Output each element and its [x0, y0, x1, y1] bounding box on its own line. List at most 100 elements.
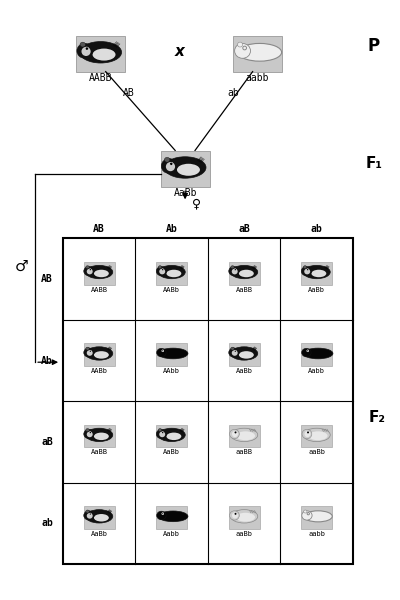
Ellipse shape — [231, 266, 234, 269]
Circle shape — [234, 513, 236, 515]
Bar — [301, 343, 332, 366]
Ellipse shape — [94, 514, 109, 521]
Ellipse shape — [158, 428, 162, 431]
Ellipse shape — [302, 430, 312, 439]
Ellipse shape — [232, 350, 238, 356]
Ellipse shape — [158, 265, 185, 279]
Ellipse shape — [84, 511, 94, 520]
Ellipse shape — [312, 270, 326, 277]
Circle shape — [89, 431, 91, 434]
Ellipse shape — [159, 269, 165, 274]
Ellipse shape — [236, 513, 255, 521]
Text: aaBB: aaBB — [236, 449, 253, 455]
Ellipse shape — [239, 270, 254, 277]
Text: AAbb: AAbb — [163, 368, 180, 374]
Ellipse shape — [158, 348, 188, 359]
Text: ab: ab — [227, 88, 239, 98]
Ellipse shape — [230, 430, 239, 439]
Ellipse shape — [238, 43, 282, 61]
Ellipse shape — [86, 347, 113, 360]
Text: AaBb: AaBb — [308, 287, 325, 293]
Bar — [229, 343, 260, 366]
Text: aaBb: aaBb — [308, 449, 325, 455]
Circle shape — [170, 162, 173, 166]
Ellipse shape — [304, 511, 332, 522]
Bar — [233, 36, 282, 71]
Ellipse shape — [308, 431, 328, 440]
Ellipse shape — [230, 511, 239, 520]
Circle shape — [162, 350, 163, 351]
Ellipse shape — [304, 510, 307, 513]
Ellipse shape — [304, 269, 310, 274]
Circle shape — [307, 431, 309, 433]
Text: AaBb: AaBb — [163, 449, 180, 455]
Bar — [301, 262, 332, 284]
Ellipse shape — [229, 266, 239, 276]
Ellipse shape — [232, 512, 238, 518]
Ellipse shape — [231, 509, 258, 523]
Ellipse shape — [159, 431, 165, 437]
Ellipse shape — [87, 350, 93, 356]
Ellipse shape — [82, 47, 91, 56]
Ellipse shape — [231, 265, 258, 279]
Bar — [76, 36, 125, 71]
Ellipse shape — [158, 428, 185, 442]
Ellipse shape — [80, 42, 86, 47]
Text: x: x — [174, 44, 184, 59]
Ellipse shape — [84, 266, 94, 276]
Ellipse shape — [164, 157, 170, 162]
Text: AB: AB — [93, 223, 105, 233]
Bar — [63, 238, 353, 564]
Ellipse shape — [231, 428, 258, 442]
Ellipse shape — [86, 510, 89, 513]
Ellipse shape — [236, 431, 255, 440]
Ellipse shape — [303, 348, 333, 359]
Ellipse shape — [229, 348, 239, 357]
Bar — [156, 262, 187, 284]
Ellipse shape — [301, 266, 312, 276]
Bar — [84, 262, 114, 284]
Text: ♂: ♂ — [14, 259, 28, 274]
Text: AB: AB — [41, 274, 53, 284]
Circle shape — [89, 350, 91, 352]
Circle shape — [307, 350, 309, 352]
Circle shape — [162, 269, 164, 271]
Ellipse shape — [156, 430, 166, 439]
Ellipse shape — [84, 348, 94, 357]
Ellipse shape — [161, 158, 177, 173]
Text: Aabb: Aabb — [163, 531, 180, 537]
Ellipse shape — [166, 162, 175, 171]
Text: P: P — [368, 37, 380, 55]
Bar — [156, 425, 187, 448]
Ellipse shape — [164, 157, 206, 178]
Ellipse shape — [232, 269, 238, 274]
Circle shape — [307, 269, 309, 271]
Ellipse shape — [231, 347, 258, 360]
Text: AaBB: AaBB — [236, 287, 253, 293]
Bar — [156, 343, 187, 366]
Text: ab: ab — [311, 223, 322, 233]
Bar — [229, 425, 260, 448]
Circle shape — [162, 513, 164, 515]
Text: AaBb: AaBb — [91, 531, 108, 537]
Ellipse shape — [86, 428, 89, 431]
Text: AABB: AABB — [89, 73, 112, 83]
Text: AABB: AABB — [91, 287, 108, 293]
Bar — [156, 506, 187, 529]
Text: ♀: ♀ — [192, 198, 202, 211]
Ellipse shape — [302, 349, 311, 357]
Circle shape — [162, 350, 164, 352]
Ellipse shape — [86, 265, 113, 279]
Bar — [229, 262, 260, 284]
Ellipse shape — [166, 433, 181, 440]
Circle shape — [162, 513, 163, 514]
Ellipse shape — [238, 42, 242, 47]
Ellipse shape — [166, 270, 181, 277]
Bar — [160, 151, 210, 187]
Text: aabb: aabb — [308, 531, 325, 537]
Ellipse shape — [156, 266, 166, 276]
Circle shape — [243, 46, 246, 50]
Bar — [229, 506, 260, 529]
Text: F₁: F₁ — [365, 157, 382, 172]
Text: Ab: Ab — [166, 223, 178, 233]
